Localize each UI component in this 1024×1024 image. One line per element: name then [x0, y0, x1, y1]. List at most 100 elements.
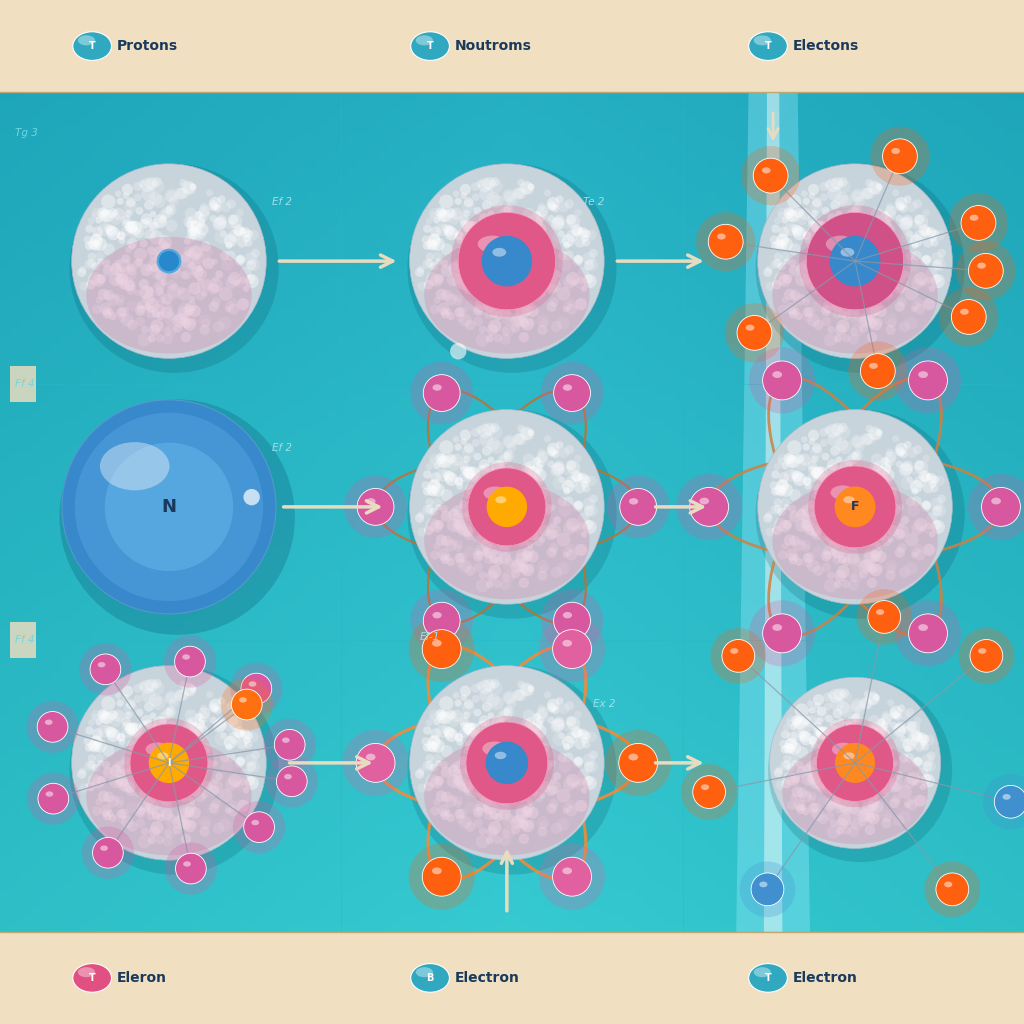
Circle shape — [220, 732, 226, 739]
Circle shape — [194, 253, 205, 264]
Circle shape — [872, 694, 880, 701]
Circle shape — [809, 707, 816, 714]
Circle shape — [804, 559, 813, 568]
Circle shape — [553, 270, 561, 279]
Circle shape — [342, 730, 409, 796]
Bar — [10, 366, 36, 402]
Circle shape — [872, 466, 881, 474]
Circle shape — [923, 761, 933, 771]
Circle shape — [528, 228, 541, 242]
Circle shape — [578, 227, 585, 234]
Ellipse shape — [424, 738, 590, 855]
Circle shape — [867, 564, 878, 574]
Circle shape — [886, 203, 894, 211]
Circle shape — [496, 502, 502, 509]
Circle shape — [103, 290, 114, 300]
Circle shape — [443, 727, 456, 738]
Circle shape — [548, 447, 556, 457]
Circle shape — [441, 725, 451, 734]
Ellipse shape — [284, 774, 292, 779]
Circle shape — [183, 239, 190, 245]
Circle shape — [196, 290, 206, 300]
Circle shape — [147, 219, 158, 229]
Circle shape — [826, 825, 841, 839]
Circle shape — [863, 187, 876, 199]
Circle shape — [522, 710, 535, 721]
Circle shape — [892, 712, 899, 720]
Circle shape — [771, 487, 779, 496]
Circle shape — [556, 788, 570, 803]
Circle shape — [190, 730, 203, 743]
Circle shape — [244, 812, 274, 843]
Circle shape — [862, 784, 869, 793]
Circle shape — [212, 276, 218, 283]
Circle shape — [435, 289, 447, 300]
Circle shape — [445, 208, 456, 218]
Circle shape — [854, 706, 864, 715]
Circle shape — [843, 785, 851, 794]
Circle shape — [465, 722, 476, 734]
Circle shape — [455, 231, 463, 240]
Circle shape — [220, 753, 229, 762]
Circle shape — [498, 461, 505, 469]
Circle shape — [188, 296, 196, 303]
Ellipse shape — [459, 715, 555, 811]
Circle shape — [459, 226, 469, 237]
Circle shape — [440, 556, 450, 564]
Circle shape — [515, 552, 528, 566]
Circle shape — [837, 701, 850, 715]
Circle shape — [482, 217, 489, 225]
Circle shape — [923, 482, 934, 494]
Circle shape — [423, 602, 460, 639]
Ellipse shape — [835, 486, 876, 527]
Circle shape — [897, 297, 907, 307]
Circle shape — [551, 321, 562, 332]
Circle shape — [566, 229, 578, 242]
Circle shape — [845, 739, 858, 753]
Circle shape — [869, 318, 882, 331]
Circle shape — [435, 453, 446, 464]
Circle shape — [438, 208, 446, 216]
Circle shape — [117, 775, 128, 786]
Circle shape — [962, 206, 996, 241]
Circle shape — [184, 309, 193, 316]
Circle shape — [503, 503, 517, 517]
Ellipse shape — [485, 741, 528, 784]
Circle shape — [424, 781, 433, 792]
Circle shape — [245, 274, 259, 288]
Circle shape — [522, 208, 535, 219]
Circle shape — [451, 710, 463, 722]
Circle shape — [148, 760, 162, 773]
Circle shape — [499, 280, 505, 286]
Circle shape — [224, 736, 237, 749]
Circle shape — [786, 773, 800, 786]
Circle shape — [215, 732, 228, 745]
Circle shape — [162, 744, 172, 756]
Circle shape — [816, 750, 823, 757]
Circle shape — [791, 774, 801, 783]
Circle shape — [922, 544, 935, 556]
Circle shape — [210, 215, 217, 222]
Circle shape — [563, 753, 573, 762]
Circle shape — [874, 506, 882, 514]
Circle shape — [874, 563, 884, 572]
Ellipse shape — [758, 410, 952, 604]
Circle shape — [494, 580, 502, 588]
Circle shape — [429, 262, 438, 270]
Circle shape — [804, 313, 813, 323]
Ellipse shape — [100, 442, 170, 490]
Circle shape — [578, 227, 588, 238]
Circle shape — [152, 195, 166, 208]
Circle shape — [780, 498, 790, 507]
Ellipse shape — [944, 882, 952, 887]
Circle shape — [553, 857, 592, 896]
Ellipse shape — [72, 164, 266, 358]
Circle shape — [121, 226, 131, 237]
Circle shape — [127, 265, 137, 275]
Circle shape — [589, 751, 598, 759]
Circle shape — [144, 701, 154, 712]
Circle shape — [430, 274, 442, 287]
Circle shape — [799, 210, 805, 216]
Ellipse shape — [462, 462, 552, 552]
Circle shape — [539, 537, 546, 543]
